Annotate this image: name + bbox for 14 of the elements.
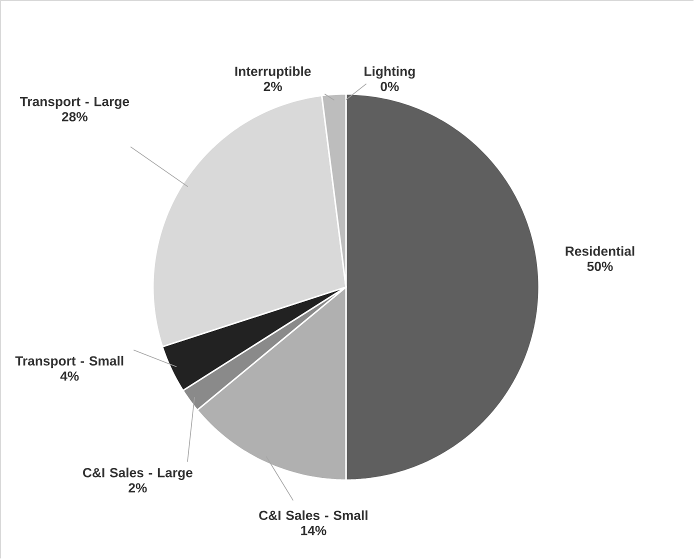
slice-label: Transport - Large xyxy=(20,97,130,109)
slice-label: Transport - Small xyxy=(15,356,124,368)
text: 0% xyxy=(380,82,399,92)
data-label: 2% xyxy=(128,483,147,493)
slice-label: Residential xyxy=(566,246,634,256)
slice-label: Interruptible xyxy=(235,66,311,79)
data-label: 4% xyxy=(60,372,79,381)
data-label: 14% xyxy=(301,526,326,536)
data-label: 50% xyxy=(587,262,613,272)
slice-label: C&I Sales - Small xyxy=(259,510,368,520)
data-label: 2% xyxy=(264,82,282,92)
category-label: Lighting xyxy=(364,66,415,79)
slice-label: C&I Sales - Large xyxy=(83,468,192,480)
data-label: 28% xyxy=(62,112,88,122)
